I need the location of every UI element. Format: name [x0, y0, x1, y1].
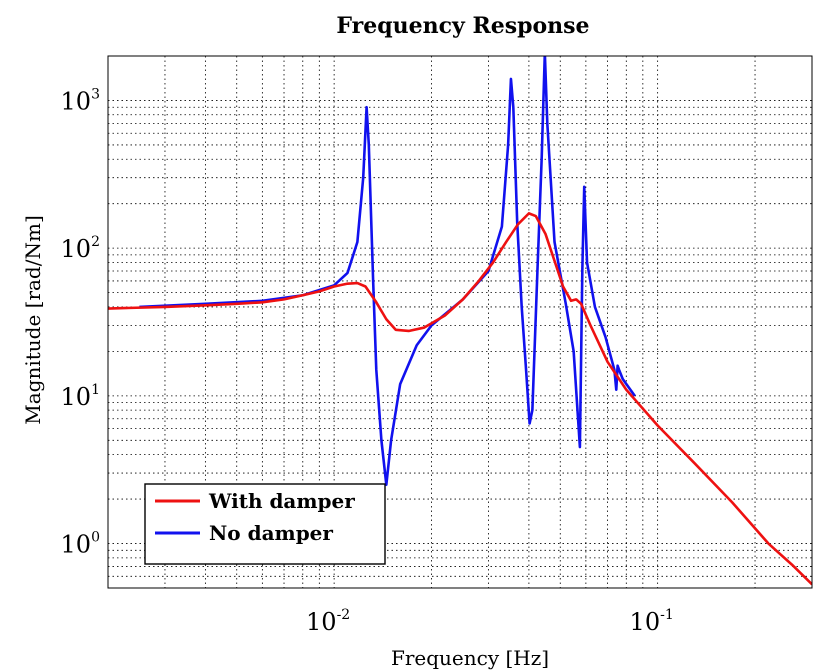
- legend-label: No damper: [209, 521, 333, 545]
- y-axis-label: Magnitude [rad/Nm]: [21, 215, 45, 425]
- x-tick-labels: 10-2 10-1: [306, 607, 674, 636]
- series-line-no-damper: [139, 56, 636, 487]
- y-tick-label: 102: [61, 234, 100, 263]
- y-tick-label: 103: [61, 86, 100, 115]
- plot-frame: [107, 55, 813, 589]
- legend: With damper No damper: [144, 483, 386, 565]
- plot-series: [108, 56, 812, 586]
- x-axis-label: Frequency [Hz]: [391, 646, 549, 670]
- grid-lines: [108, 56, 812, 588]
- x-tick-label: 10-2: [306, 607, 350, 636]
- x-tick-label: 10-1: [630, 607, 674, 636]
- y-tick-labels: 100 101 102 103: [61, 86, 100, 558]
- chart-title: Frequency Response: [336, 13, 589, 39]
- y-tick-label: 101: [61, 382, 100, 411]
- series-line-with-damper: [108, 212, 812, 586]
- legend-label: With damper: [208, 489, 355, 513]
- legend-box: [144, 483, 386, 565]
- y-tick-label: 100: [61, 530, 100, 559]
